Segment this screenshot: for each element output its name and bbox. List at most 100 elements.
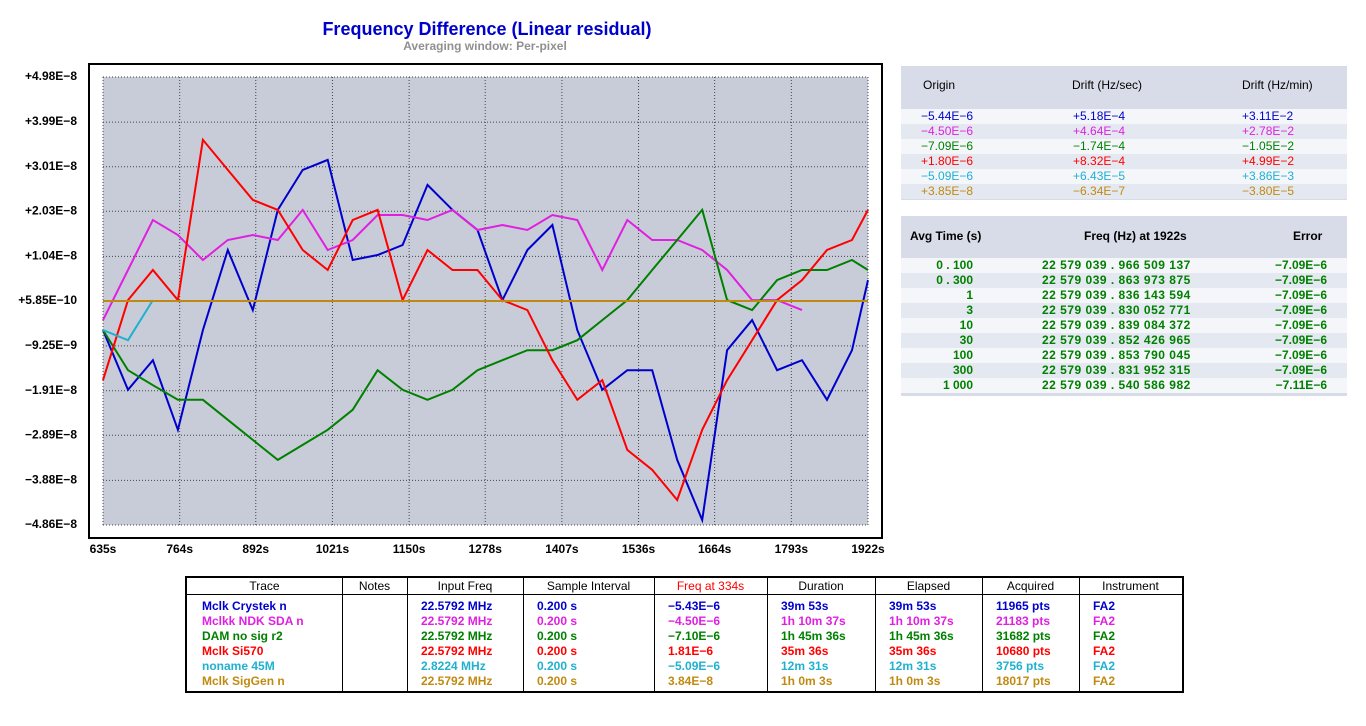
y-tick-label: −9.25E−9	[25, 338, 77, 352]
chart-subtitle: Averaging window: Per-pixel	[403, 39, 567, 53]
row-band	[901, 318, 1347, 333]
series-line	[102, 299, 154, 342]
freq-value: 22 579 039 . 853 790 045	[1042, 348, 1191, 362]
drift-cell: +6.43E−5	[1073, 169, 1126, 183]
row-band	[901, 124, 1347, 139]
freq-value: 22 579 039 . 831 952 315	[1042, 363, 1191, 377]
drift-cell: −1.05E−2	[1242, 139, 1295, 153]
freq-error: −7.11E−6	[1275, 378, 1327, 392]
drift-cell: −6.34E−7	[1073, 184, 1126, 198]
trace-cell: −5.43E−6	[668, 599, 721, 613]
drift-cell: +3.85E−8	[921, 184, 974, 198]
freq-error: −7.09E−6	[1274, 273, 1327, 287]
series-line	[102, 208, 803, 321]
trace-cell: 2.8224 MHz	[421, 659, 486, 673]
trace-cell: −7.10E−6	[668, 629, 721, 643]
y-tick-label: +3.01E−8	[25, 159, 77, 173]
trace-cell: 35m 36s	[889, 644, 937, 658]
avg-time: 0 . 300	[936, 273, 973, 287]
column-divider	[342, 578, 343, 691]
column-header: Duration	[798, 579, 844, 593]
trace-cell: 22.5792 MHz	[421, 629, 493, 643]
x-tick-label: 764s	[166, 542, 193, 556]
avg-time: 1	[966, 288, 973, 302]
column-divider	[875, 578, 876, 691]
column-divider	[767, 578, 768, 691]
trace-cell: 22.5792 MHz	[421, 599, 493, 613]
x-tick-label: 1793s	[775, 542, 809, 556]
trace-cell: 31682 pts	[996, 629, 1051, 643]
avg-time: 0 . 100	[936, 258, 973, 272]
drift-cell: +1.80E−6	[921, 154, 974, 168]
x-tick-label: 1536s	[622, 542, 656, 556]
trace-cell: 35m 36s	[781, 644, 829, 658]
trace-cell: 18017 pts	[996, 674, 1051, 688]
chart: Frequency Difference (Linear residual) A…	[18, 19, 885, 556]
trace-cell: 39m 53s	[781, 599, 829, 613]
column-header: Input Freq	[437, 579, 493, 593]
series-line	[102, 158, 869, 524]
trace-cell: 1h 10m 37s	[781, 614, 846, 628]
header-divider	[187, 594, 1182, 595]
drift-cell: +8.32E−4	[1073, 154, 1126, 168]
trace-cell: 0.200 s	[537, 629, 578, 643]
y-tick-label: +2.03E−8	[25, 203, 77, 217]
trace-cell: 0.200 s	[537, 674, 578, 688]
x-tick-label: 635s	[90, 542, 117, 556]
column-header: Drift (Hz/sec)	[1072, 78, 1142, 92]
freq-error: −7.09E−6	[1274, 288, 1327, 302]
freq-value: 22 579 039 . 540 586 982	[1042, 378, 1191, 392]
trace-cell: 1h 0m 3s	[781, 674, 833, 688]
freq-value: 22 579 039 . 852 426 965	[1042, 333, 1191, 347]
row-band	[901, 139, 1347, 154]
trace-cell: FA2	[1093, 629, 1116, 643]
freq-value: 22 579 039 . 966 509 137	[1042, 258, 1191, 272]
freq-error: −7.09E−6	[1274, 348, 1327, 362]
trace-cell: 0.200 s	[537, 659, 578, 673]
drift-cell: +4.64E−4	[1073, 124, 1126, 138]
trace-cell: −5.09E−6	[668, 659, 721, 673]
trace-cell: FA2	[1093, 614, 1116, 628]
trace-cell: 22.5792 MHz	[421, 644, 493, 658]
freq-error: −7.09E−6	[1274, 303, 1327, 317]
drift-cell: −7.09E−6	[921, 139, 974, 153]
trace-cell: 1h 10m 37s	[889, 614, 954, 628]
avg-time: 100	[952, 348, 973, 362]
trace-cell: 3756 pts	[996, 659, 1045, 673]
column-header: Freq (Hz) at 1922s	[1084, 229, 1187, 243]
trace-cell: 22.5792 MHz	[421, 674, 493, 688]
y-tick-label: −1.91E−8	[25, 383, 77, 397]
trace-name: Mclk Si570	[202, 644, 264, 658]
trace-cell: FA2	[1093, 644, 1116, 658]
column-divider	[407, 578, 408, 691]
column-header: Notes	[358, 579, 391, 593]
avg-time: 300	[952, 363, 973, 377]
drift-cell: +2.78E−2	[1242, 124, 1295, 138]
row-band	[901, 288, 1347, 303]
drift-cell: −1.74E−4	[1073, 139, 1126, 153]
column-header: Sample Interval	[546, 579, 631, 593]
x-tick-label: 892s	[242, 542, 269, 556]
freq-error: −7.09E−6	[1274, 318, 1327, 332]
trace-cell: 39m 53s	[889, 599, 937, 613]
y-tick-label: +3.99E−8	[25, 114, 77, 128]
column-header: Drift (Hz/min)	[1242, 78, 1313, 92]
column-header: Freq at 334s	[676, 579, 745, 593]
row-band	[901, 348, 1347, 363]
column-divider	[523, 578, 524, 691]
trace-name: Mclk Crystek n	[202, 599, 287, 613]
freq-value: 22 579 039 . 839 084 372	[1042, 318, 1191, 332]
y-tick-label: +5.85E−10	[18, 293, 77, 307]
row-band	[901, 184, 1347, 199]
trace-cell: 1h 45m 36s	[781, 629, 846, 643]
x-tick-label: 1021s	[316, 542, 350, 556]
column-header: Acquired	[1006, 579, 1055, 593]
trace-name: DAM no sig r2	[202, 629, 283, 643]
trace-name: Mclkk NDK SDA n	[202, 614, 304, 628]
trace-cell: 21183 pts	[996, 614, 1051, 628]
row-band	[901, 109, 1347, 124]
drift-panel: Origin Drift (Hz/sec) Drift (Hz/min) −5.44E…	[901, 66, 1347, 200]
row-band	[901, 258, 1347, 273]
drift-cell: +3.86E−3	[1242, 169, 1295, 183]
